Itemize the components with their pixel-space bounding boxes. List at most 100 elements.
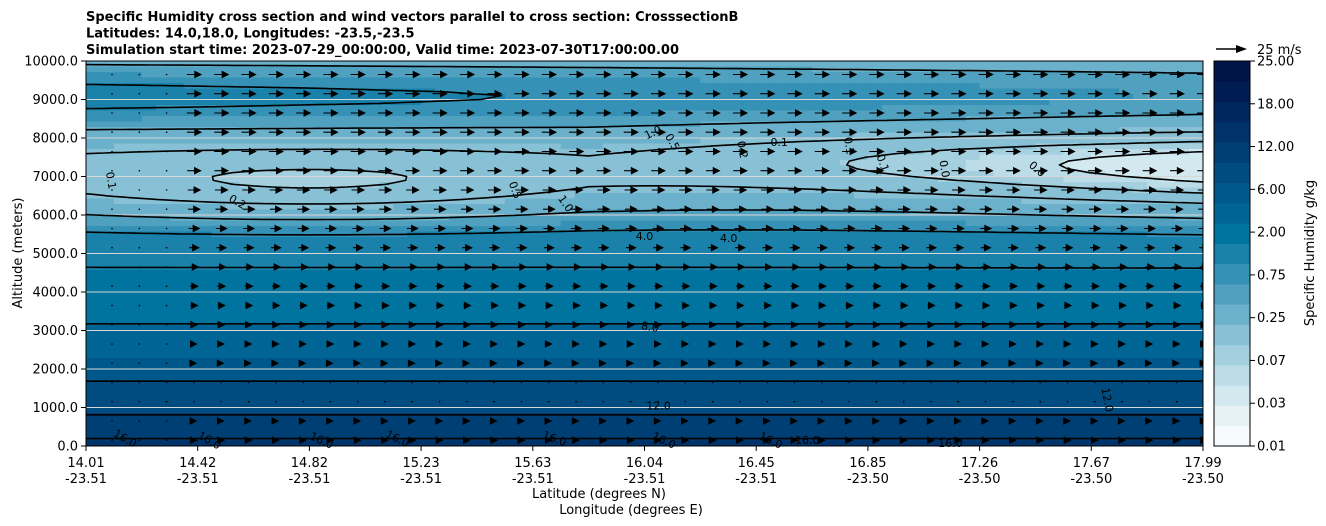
humidity-cell [798,352,813,359]
humidity-cell [449,281,464,288]
humidity-cell [99,270,115,277]
humidity-cell [923,127,939,134]
humidity-cell [993,94,1009,101]
humidity-cell [602,176,618,183]
humidity-cell [784,237,799,244]
humidity-cell [630,160,646,167]
humidity-cell [1063,424,1078,431]
humidity-cell [574,308,590,315]
humidity-cell [1063,418,1078,425]
humidity-cell [630,286,646,293]
humidity-cell [1007,77,1023,84]
humidity-cell [714,193,729,200]
humidity-cell [951,396,967,403]
humidity-cell [993,110,1009,117]
humidity-cell [1021,319,1037,326]
humidity-cell [784,242,799,249]
humidity-cell [909,402,925,409]
humidity-cell [532,204,548,211]
humidity-cell [923,352,939,359]
humidity-cell [323,308,338,315]
humidity-cell [281,429,297,436]
humidity-cell [630,143,646,150]
humidity-cell [211,413,227,420]
humidity-cell [197,402,213,409]
humidity-cell [728,94,743,101]
humidity-cell [211,204,227,211]
humidity-cell [183,396,199,403]
humidity-cell [826,248,841,255]
humidity-cell [937,215,953,222]
humidity-cell [602,127,618,134]
humidity-cell [895,325,911,332]
humidity-cell [253,110,269,117]
humidity-cell [239,396,255,403]
humidity-cell [435,380,450,387]
humidity-cell [490,325,506,332]
humidity-cell [923,308,939,315]
humidity-cell [421,308,436,315]
humidity-cell [672,220,687,227]
humidity-cell [700,352,715,359]
humidity-cell [449,253,464,260]
humidity-cell [1049,138,1064,145]
humidity-cell [853,424,869,431]
humidity-cell [183,374,199,381]
humidity-cell [742,110,757,117]
humidity-cell [435,308,450,315]
humidity-cell [141,325,157,332]
humidity-cell [449,176,464,183]
humidity-cell [1021,352,1037,359]
humidity-cell [616,143,632,150]
humidity-cell [476,374,492,381]
humidity-cell [700,314,715,321]
humidity-cell [309,253,324,260]
humidity-cell [993,380,1009,387]
humidity-cell [211,61,227,68]
humidity-cell [812,209,827,216]
humidity-cell [323,88,338,95]
humidity-cell [686,391,701,398]
humidity-cell [267,402,283,409]
humidity-cell [281,396,297,403]
humidity-cell [225,303,241,310]
humidity-cell [435,374,450,381]
humidity-cell [798,347,813,354]
humidity-cell [183,105,199,112]
humidity-cell [351,374,366,381]
humidity-cell [602,391,618,398]
humidity-cell [574,259,590,266]
humidity-cell [504,138,520,145]
humidity-cell [714,77,729,84]
humidity-cell [881,308,897,315]
humidity-cell [616,105,632,112]
humidity-cell [365,99,380,106]
humidity-cell [770,61,785,68]
humidity-cell [295,413,310,420]
humidity-cell [393,297,408,304]
humidity-cell [574,242,590,249]
humidity-cell [923,363,939,370]
humidity-cell [1007,286,1023,293]
humidity-cell [323,127,338,134]
humidity-cell [323,182,338,189]
humidity-cell [686,88,701,95]
humidity-cell [365,237,380,244]
humidity-cell [630,215,646,222]
humidity-cell [351,138,366,145]
humidity-cell [518,220,534,227]
humidity-cell [602,204,618,211]
humidity-cell [113,270,129,277]
humidity-cell [770,242,785,249]
humidity-cell [504,270,520,277]
humidity-cell [197,275,213,282]
humidity-cell [1007,424,1023,431]
humidity-cell [490,160,506,167]
humidity-cell [881,369,897,376]
humidity-cell [1077,160,1092,167]
humidity-cell [309,171,324,178]
humidity-cell [770,292,785,299]
humidity-cell [435,292,450,299]
humidity-cell [169,292,185,299]
humidity-cell [421,132,436,139]
